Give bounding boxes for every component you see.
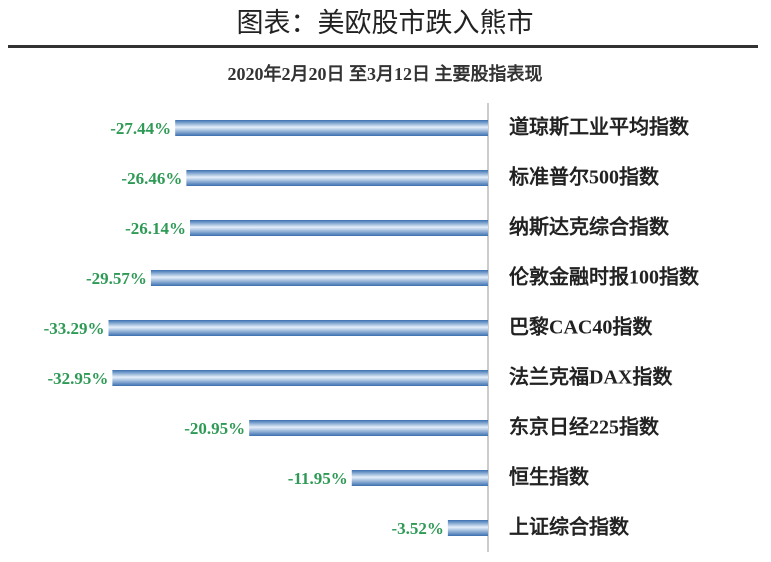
value-label: -29.57% [86, 269, 147, 288]
value-label: -33.29% [44, 319, 105, 338]
category-label: 标准普尔500指数 [509, 165, 660, 189]
value-label: -11.95% [288, 469, 348, 488]
bar [249, 420, 488, 436]
category-label: 巴黎CAC40指数 [509, 315, 653, 339]
category-label: 纳斯达克综合指数 [509, 215, 670, 239]
category-label: 伦敦金融时报100指数 [509, 265, 700, 289]
category-label: 道琼斯工业平均指数 [509, 115, 690, 139]
bar [112, 370, 489, 386]
category-label: 恒生指数 [509, 465, 590, 489]
category-label: 上证综合指数 [509, 515, 630, 539]
chart-title: 图表：美欧股市跌入熊市 [237, 8, 534, 38]
chart-subtitle: 2020年2月20日 至3月12日 主要股指表现 [228, 63, 543, 84]
bar [190, 220, 488, 236]
bar [150, 270, 489, 286]
bar [108, 320, 488, 336]
bar [175, 120, 488, 136]
value-label: -26.46% [121, 169, 182, 188]
category-label: 法兰克福DAX指数 [509, 365, 673, 389]
value-label: -20.95% [184, 419, 245, 438]
bar [186, 170, 488, 186]
value-label: -27.44% [110, 119, 171, 138]
bar [351, 470, 488, 486]
category-label: 东京日经225指数 [509, 415, 660, 439]
bar [447, 520, 488, 536]
value-label: -26.14% [125, 219, 186, 238]
value-label: -32.95% [47, 369, 108, 388]
title-rule [8, 45, 758, 48]
value-label: -3.52% [391, 519, 443, 538]
